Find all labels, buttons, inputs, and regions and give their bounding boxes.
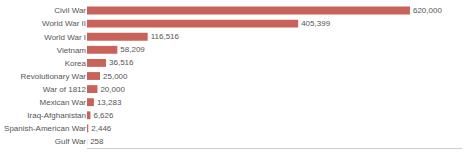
- svg-text:World War II: World War II: [42, 19, 86, 28]
- svg-text:Spanish-American War: Spanish-American War: [4, 124, 86, 133]
- svg-text:116,516: 116,516: [151, 32, 180, 41]
- svg-text:20,000: 20,000: [100, 85, 125, 94]
- svg-text:Iraq-Afghanistan: Iraq-Afghanistan: [27, 111, 86, 120]
- svg-text:War of 1812: War of 1812: [43, 85, 87, 94]
- svg-text:Gulf War: Gulf War: [55, 137, 87, 146]
- svg-text:Vietnam: Vietnam: [57, 46, 87, 55]
- svg-text:25,000: 25,000: [103, 72, 128, 81]
- svg-text:405,399: 405,399: [301, 19, 330, 28]
- svg-text:58,209: 58,209: [120, 45, 145, 54]
- svg-text:258: 258: [90, 137, 104, 146]
- svg-text:36,516: 36,516: [109, 58, 134, 67]
- svg-text:6,626: 6,626: [93, 111, 114, 120]
- svg-text:World War I: World War I: [44, 33, 86, 42]
- svg-text:Revolutionary War: Revolutionary War: [20, 72, 86, 81]
- svg-text:Civil War: Civil War: [54, 6, 86, 15]
- svg-text:Mexican War: Mexican War: [40, 98, 87, 107]
- svg-text:13,283: 13,283: [97, 98, 122, 107]
- svg-text:620,000: 620,000: [413, 6, 442, 15]
- svg-text:Korea: Korea: [65, 59, 87, 68]
- svg-text:2,446: 2,446: [91, 124, 112, 133]
